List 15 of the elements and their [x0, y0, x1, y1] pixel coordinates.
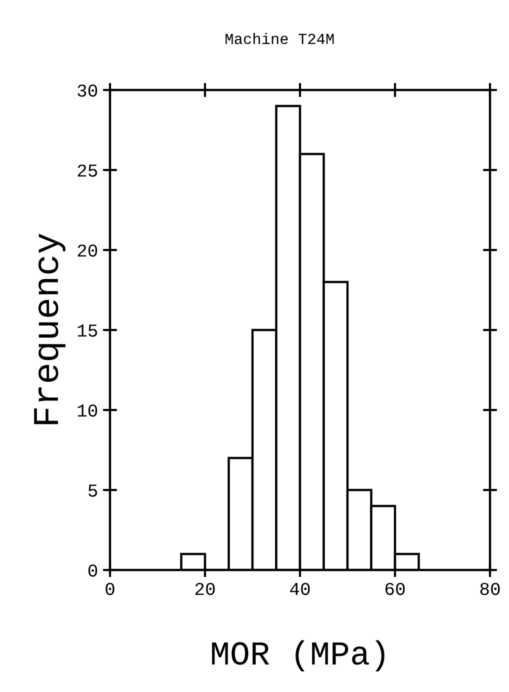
x-tick-label: 80: [480, 582, 500, 596]
x-axis-title: MOR (MPa): [212, 640, 384, 672]
y-tick-label: 5: [88, 484, 98, 497]
y-tick-label: 10: [78, 404, 98, 417]
y-tick-label: 20: [78, 244, 98, 257]
y-tick-label: 15: [78, 324, 98, 337]
x-tick-label: 60: [385, 582, 405, 596]
x-tick-label: 40: [290, 582, 310, 596]
x-tick-label: 20: [195, 582, 215, 596]
y-tick-label: 25: [78, 164, 98, 177]
chart-title: Machine T24M: [226, 32, 334, 44]
x-tick-label: 0: [106, 582, 114, 596]
y-tick-label: 30: [78, 84, 98, 97]
y-axis-title: Frequency: [34, 234, 66, 424]
y-tick-label: 0: [88, 564, 98, 577]
